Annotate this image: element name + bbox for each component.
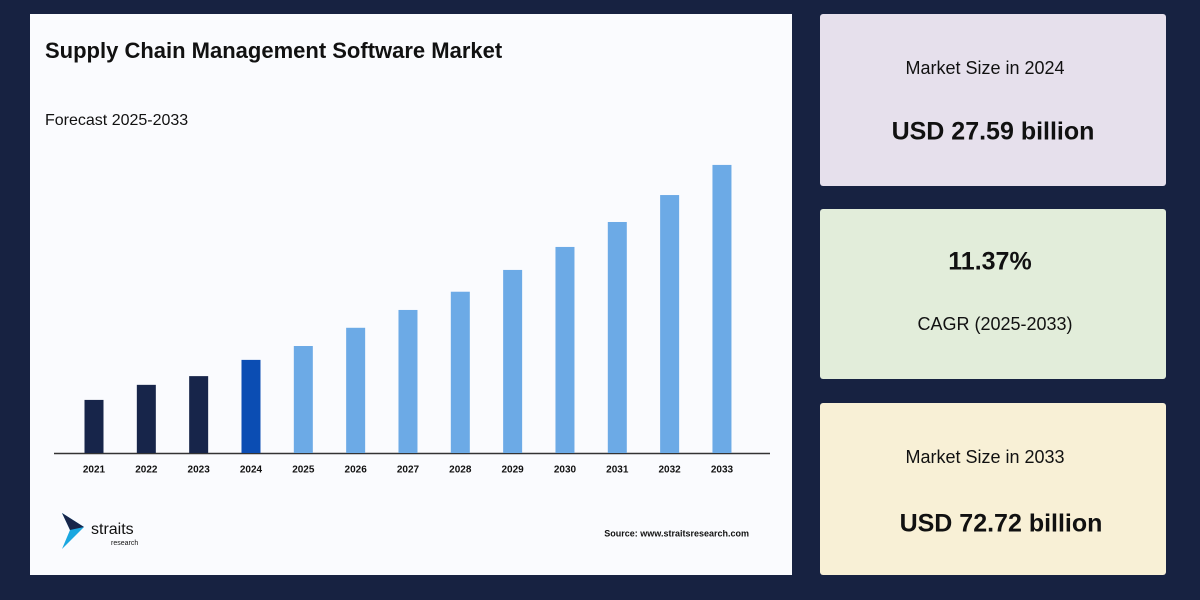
logo-tagline: research — [111, 540, 138, 547]
card — [820, 209, 1166, 379]
bar — [607, 221, 627, 453]
card — [820, 14, 1166, 186]
card-value: USD 27.59 billion — [892, 118, 1095, 146]
card — [820, 403, 1166, 575]
bar — [712, 164, 732, 453]
x-tick-label: 2023 — [188, 465, 211, 476]
bar — [189, 376, 209, 453]
x-tick-label: 2029 — [502, 465, 525, 476]
logo-name: straits — [91, 521, 134, 538]
logo-icon-dark — [62, 513, 84, 530]
card-label: CAGR (2025-2033) — [917, 314, 1072, 334]
bar — [503, 269, 523, 453]
x-tick-label: 2031 — [606, 465, 629, 476]
bar — [660, 195, 680, 453]
card-value: 11.37% — [948, 248, 1031, 276]
x-tick-label: 2028 — [449, 465, 472, 476]
x-tick-label: 2022 — [135, 465, 158, 476]
bar — [398, 309, 418, 453]
card-value: USD 72.72 billion — [900, 510, 1103, 538]
bar — [346, 327, 366, 453]
card-label: Market Size in 2033 — [905, 447, 1064, 467]
bar — [555, 246, 575, 453]
x-tick-label: 2025 — [292, 465, 315, 476]
x-tick-label: 2032 — [659, 465, 682, 476]
x-tick-label: 2027 — [397, 465, 420, 476]
bar — [450, 291, 470, 453]
card-label: Market Size in 2024 — [905, 58, 1064, 78]
x-tick-label: 2030 — [554, 465, 577, 476]
bar — [241, 359, 261, 453]
bar — [136, 384, 156, 453]
chart-subtitle: Forecast 2025-2033 — [45, 112, 188, 129]
x-tick-label: 2021 — [83, 465, 106, 476]
bar — [84, 399, 104, 453]
source: Source: www.straitsresearch.com — [604, 528, 749, 538]
chart-title: Supply Chain Management Software Market — [45, 38, 503, 63]
bar — [293, 346, 313, 453]
x-tick-label: 2024 — [240, 465, 263, 476]
x-tick-label: 2026 — [345, 465, 368, 476]
logo: straits research — [62, 513, 138, 549]
x-tick-label: 2033 — [711, 465, 734, 476]
